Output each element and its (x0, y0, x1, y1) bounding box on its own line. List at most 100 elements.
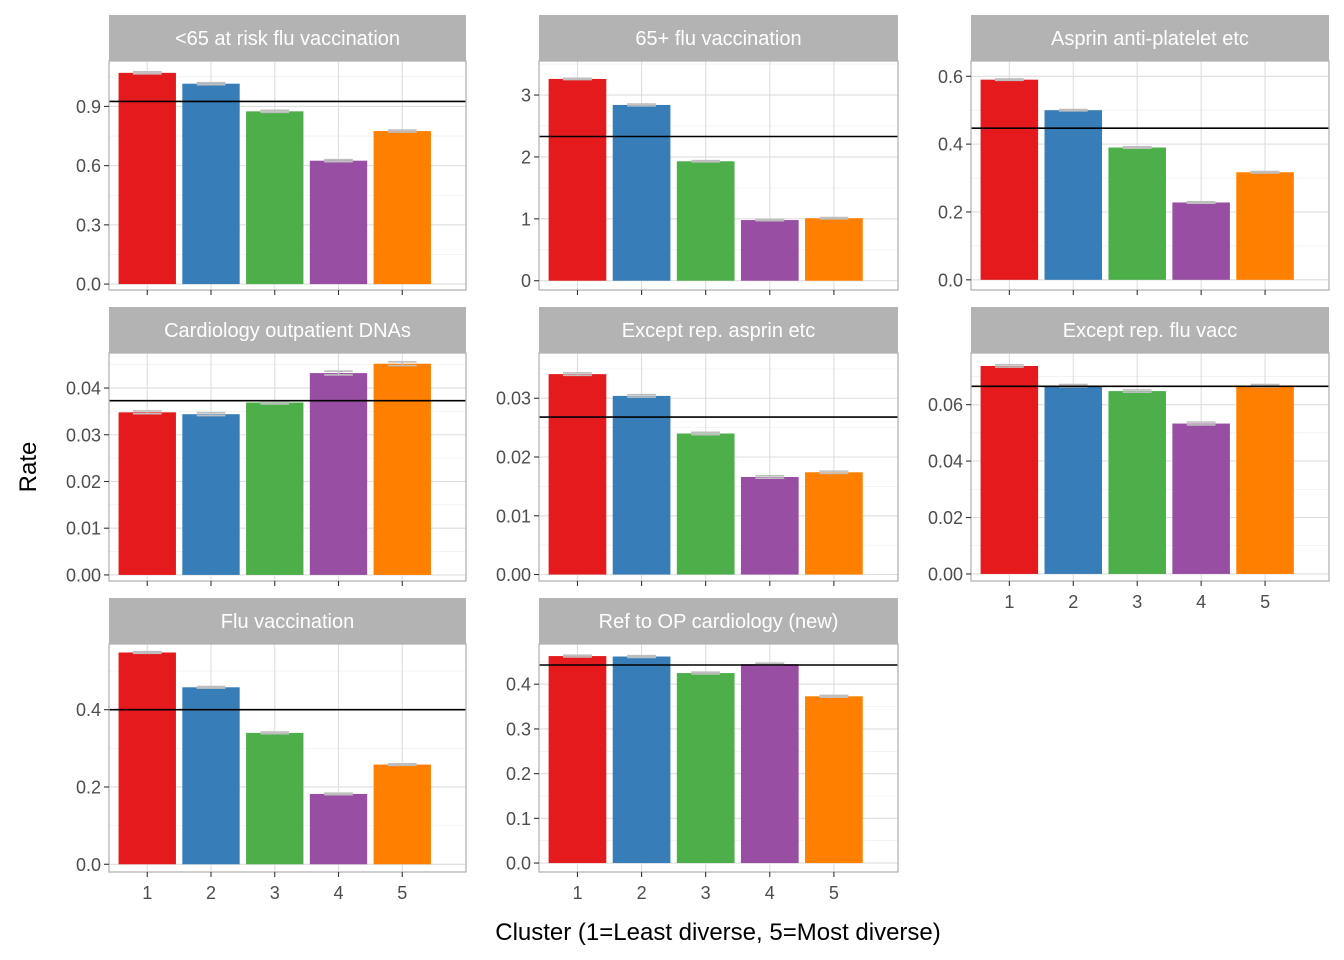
y-tick-label: 0.9 (76, 97, 101, 117)
errorbar-cluster-1 (132, 650, 162, 655)
errorbar-cluster-1 (563, 372, 592, 377)
errorbar-cluster-3 (691, 159, 721, 163)
errorbar-cluster-3 (691, 431, 721, 436)
errorbar-cluster-1 (132, 71, 162, 75)
y-tick-label: 0.2 (506, 764, 531, 784)
errorbar-cluster-4 (324, 370, 353, 376)
errorbar-cluster-3 (691, 671, 721, 675)
errorbar-cluster-5 (819, 694, 849, 699)
x-tick-label: 4 (765, 883, 775, 903)
y-tick-label: 0.03 (66, 425, 101, 445)
panel-1: <65 at risk flu vaccination 0.0 0.3 0.6 0.9 (76, 15, 467, 295)
errorbar-cluster-1 (994, 364, 1024, 368)
panel-5: Except rep. asprin etc 0.00 0.01 0.02 0.03 (496, 307, 899, 586)
x-tick-label: 3 (1132, 592, 1142, 612)
y-tick-label: 2 (521, 147, 531, 167)
x-tick-label: 2 (1068, 592, 1078, 612)
y-axis-title: Rate (15, 442, 42, 493)
errorbar-cluster-2 (627, 393, 656, 398)
x-tick-label: 1 (1004, 592, 1014, 612)
errorbar-cluster-2 (196, 685, 226, 689)
errorbar-cluster-5 (387, 361, 417, 367)
facet-title: Asprin anti-platelet etc (1051, 28, 1249, 50)
errorbar-cluster-1 (563, 654, 592, 658)
y-tick-label: 0.0 (76, 275, 101, 295)
facet-strip (971, 307, 1329, 353)
errorbar-cluster-5 (387, 762, 417, 767)
bar-cluster-4 (740, 476, 799, 575)
bar-cluster-3 (1108, 391, 1166, 574)
errorbar-cluster-5 (819, 470, 849, 475)
y-tick-label: 0.4 (506, 675, 531, 695)
bar-cluster-5 (805, 218, 863, 281)
bar-cluster-2 (182, 414, 240, 575)
facet-title: Cardiology outpatient DNAs (164, 320, 411, 342)
bar-cluster-3 (676, 673, 735, 864)
bar-cluster-1 (118, 652, 176, 865)
facet-title: <65 at risk flu vaccination (175, 28, 400, 50)
x-tick-label: 4 (1196, 592, 1206, 612)
facet-strip (109, 307, 466, 353)
bar-cluster-3 (676, 433, 735, 575)
y-tick-label: 0.00 (496, 565, 531, 585)
panel-3: Asprin anti-platelet etc 0.0 0.2 0.4 0.6 (938, 15, 1330, 295)
facet-strip (109, 598, 466, 644)
y-tick-label: 0.0 (76, 855, 101, 875)
y-tick-label: 0.0 (506, 854, 531, 874)
bar-cluster-1 (548, 78, 607, 281)
y-tick-label: 0.6 (76, 156, 101, 176)
x-tick-label: 2 (206, 883, 216, 903)
bar-cluster-2 (1044, 385, 1103, 574)
facet-title: Flu vaccination (221, 611, 354, 633)
bar-cluster-5 (373, 363, 431, 575)
x-tick-label: 1 (142, 883, 152, 903)
bar-cluster-3 (676, 161, 735, 281)
bar-cluster-5 (1236, 385, 1294, 574)
x-tick-label: 3 (270, 883, 280, 903)
facet-strip (539, 307, 898, 353)
bar-cluster-1 (118, 72, 176, 285)
errorbar-cluster-5 (1250, 170, 1280, 174)
y-tick-label: 0.2 (938, 202, 963, 222)
y-tick-label: 0.02 (496, 448, 531, 468)
bar-cluster-4 (309, 160, 368, 285)
y-tick-label: 0.02 (66, 472, 101, 492)
x-tick-label: 5 (397, 883, 407, 903)
x-tick-label: 1 (572, 883, 582, 903)
panel-6: Except rep. flu vacc 0.00 0.02 0.04 0.06 (928, 307, 1330, 584)
facet-title: 65+ flu vaccination (635, 28, 801, 50)
y-tick-label: 0.2 (76, 777, 101, 797)
panel-2: 65+ flu vaccination 0 1 2 3 (521, 15, 899, 295)
errorbar-cluster-2 (196, 412, 226, 417)
bar-cluster-5 (373, 764, 431, 865)
errorbar-cluster-1 (994, 78, 1024, 82)
errorbar-cluster-1 (563, 77, 592, 81)
y-tick-label: 0.01 (66, 519, 101, 539)
panel-7: Flu vaccination 0.0 0.2 0.4 (76, 598, 467, 875)
facet-strip (971, 15, 1329, 61)
errorbar-cluster-4 (1186, 421, 1216, 426)
errorbar-cluster-3 (260, 731, 290, 735)
errorbar-cluster-1 (132, 410, 162, 415)
bar-cluster-2 (612, 656, 671, 864)
y-tick-label: 0.6 (938, 67, 963, 87)
errorbar-cluster-3 (1122, 146, 1152, 149)
bar-cluster-1 (548, 656, 607, 864)
bar-cluster-5 (805, 696, 863, 864)
y-tick-label: 0.01 (496, 506, 531, 526)
bar-cluster-4 (309, 793, 368, 865)
errorbar-cluster-2 (627, 654, 656, 659)
y-tick-label: 0.4 (76, 700, 101, 720)
bar-cluster-2 (182, 687, 240, 865)
bar-cluster-4 (1172, 423, 1230, 574)
facet-strip (539, 598, 898, 644)
y-tick-label: 0.03 (496, 389, 531, 409)
facet-strip (539, 15, 898, 61)
y-tick-label: 1 (521, 209, 531, 229)
bar-cluster-1 (980, 365, 1039, 574)
panel-8: Ref to OP cardiology (new) 0.0 0.1 0.2 0.3 0.… (506, 598, 899, 874)
bar-cluster-3 (246, 402, 304, 575)
y-tick-label: 0.04 (66, 379, 101, 399)
y-tick-label: 0.00 (66, 565, 101, 585)
